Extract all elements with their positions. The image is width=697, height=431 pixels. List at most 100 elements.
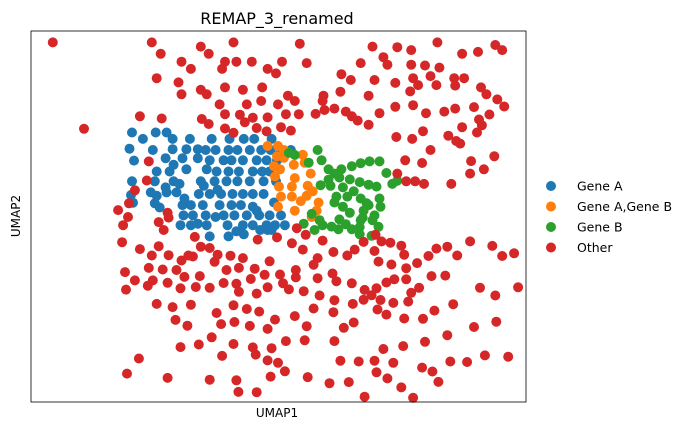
data-point bbox=[141, 175, 152, 186]
data-point bbox=[381, 277, 392, 288]
data-point bbox=[371, 283, 382, 294]
data-point bbox=[210, 145, 221, 155]
data-point bbox=[120, 267, 130, 278]
data-point bbox=[308, 259, 319, 270]
data-point bbox=[237, 84, 248, 95]
legend-marker bbox=[546, 242, 556, 253]
data-point bbox=[455, 138, 466, 149]
data-point bbox=[280, 109, 291, 120]
data-point bbox=[251, 155, 262, 166]
data-point bbox=[193, 189, 204, 199]
data-point bbox=[450, 80, 461, 91]
data-point bbox=[472, 127, 482, 138]
data-point bbox=[249, 263, 260, 274]
data-point bbox=[163, 250, 174, 261]
data-point bbox=[374, 156, 385, 167]
data-point bbox=[209, 176, 220, 187]
data-point bbox=[491, 316, 502, 327]
data-point bbox=[373, 221, 384, 232]
data-point bbox=[513, 282, 524, 293]
data-point bbox=[167, 144, 178, 155]
data-point bbox=[374, 193, 385, 204]
data-point bbox=[338, 322, 349, 333]
data-point bbox=[492, 94, 503, 105]
data-point bbox=[406, 287, 417, 298]
data-point bbox=[417, 362, 428, 373]
data-point bbox=[346, 161, 357, 172]
data-point bbox=[209, 256, 220, 267]
plot-frame bbox=[30, 30, 527, 403]
data-point bbox=[308, 303, 319, 314]
data-point bbox=[250, 349, 261, 360]
data-point bbox=[401, 274, 412, 285]
data-point bbox=[201, 220, 212, 231]
data-point bbox=[210, 212, 221, 222]
data-point bbox=[344, 207, 355, 218]
data-point bbox=[79, 123, 89, 134]
data-point bbox=[390, 77, 401, 88]
data-point bbox=[192, 153, 203, 164]
data-point bbox=[214, 200, 225, 211]
data-point bbox=[151, 190, 162, 201]
data-point bbox=[271, 68, 281, 79]
data-point bbox=[231, 226, 242, 237]
data-point bbox=[289, 150, 300, 160]
data-point bbox=[364, 156, 375, 167]
data-point bbox=[257, 82, 268, 93]
data-point bbox=[182, 320, 193, 331]
data-point bbox=[358, 294, 369, 305]
data-point bbox=[345, 75, 356, 85]
data-point bbox=[352, 115, 363, 126]
data-point bbox=[382, 59, 393, 70]
data-point bbox=[262, 323, 273, 334]
data-point bbox=[175, 342, 186, 353]
data-point bbox=[204, 282, 215, 293]
data-point bbox=[171, 265, 182, 275]
data-point bbox=[176, 89, 187, 100]
data-point bbox=[429, 305, 440, 316]
data-point bbox=[391, 132, 402, 142]
data-point bbox=[479, 350, 490, 361]
data-point bbox=[403, 296, 414, 307]
data-point bbox=[262, 141, 273, 151]
data-point bbox=[396, 382, 407, 393]
data-point bbox=[342, 250, 353, 261]
data-point bbox=[366, 290, 377, 301]
data-point bbox=[218, 155, 229, 166]
data-point bbox=[329, 103, 340, 114]
data-point bbox=[410, 176, 421, 187]
data-point bbox=[400, 155, 411, 166]
data-point bbox=[363, 179, 374, 190]
data-point bbox=[185, 299, 196, 310]
data-point bbox=[286, 181, 297, 192]
data-point bbox=[490, 40, 501, 50]
data-point bbox=[420, 60, 430, 71]
data-point bbox=[220, 109, 230, 120]
data-point bbox=[283, 284, 294, 295]
series-gene-a-gene-b bbox=[262, 141, 324, 222]
data-point bbox=[232, 145, 243, 155]
data-point bbox=[286, 191, 297, 202]
data-point bbox=[142, 280, 153, 291]
data-point bbox=[200, 210, 211, 221]
data-point bbox=[369, 75, 380, 85]
data-point bbox=[179, 193, 190, 204]
data-point bbox=[185, 63, 196, 74]
data-point bbox=[346, 278, 357, 289]
data-point bbox=[129, 185, 140, 196]
points-layer bbox=[47, 37, 524, 403]
legend-marker bbox=[546, 222, 556, 232]
data-point bbox=[124, 198, 134, 209]
data-point bbox=[349, 244, 360, 255]
data-point bbox=[226, 155, 237, 166]
data-point bbox=[369, 355, 380, 366]
data-point bbox=[192, 144, 203, 155]
data-point bbox=[290, 265, 301, 275]
data-point bbox=[133, 353, 144, 364]
data-point bbox=[388, 297, 399, 308]
data-point bbox=[249, 133, 260, 144]
data-point bbox=[276, 210, 286, 221]
data-point bbox=[237, 253, 248, 264]
data-point bbox=[245, 274, 256, 284]
